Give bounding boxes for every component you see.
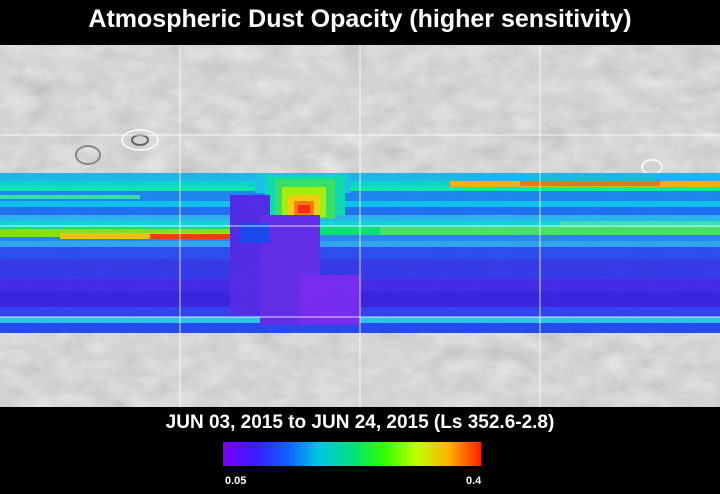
dust-plume [298, 205, 310, 213]
dust-streak [380, 227, 720, 235]
dust-opacity-map [0, 45, 720, 407]
olympus-mons [121, 129, 159, 151]
map-canvas [0, 45, 720, 407]
dust-streak [60, 233, 230, 239]
crater-feature-2 [75, 145, 101, 165]
date-range-label: JUN 03, 2015 to JUN 24, 2015 (Ls 352.6-2… [165, 412, 555, 433]
dust-plume [240, 223, 270, 243]
colorbar [223, 442, 481, 466]
dust-streak [150, 234, 230, 239]
colorbar-gradient [223, 442, 481, 466]
dust-streak [520, 181, 660, 186]
map-title: Atmospheric Dust Opacity (higher sensiti… [88, 5, 632, 33]
colorbar-min-label: 0.05 [225, 475, 247, 487]
dust-streak [0, 195, 140, 199]
colorbar-max-label: 0.4 [466, 475, 482, 487]
lat-lon-grid [0, 45, 720, 407]
dust-streak [560, 221, 720, 227]
